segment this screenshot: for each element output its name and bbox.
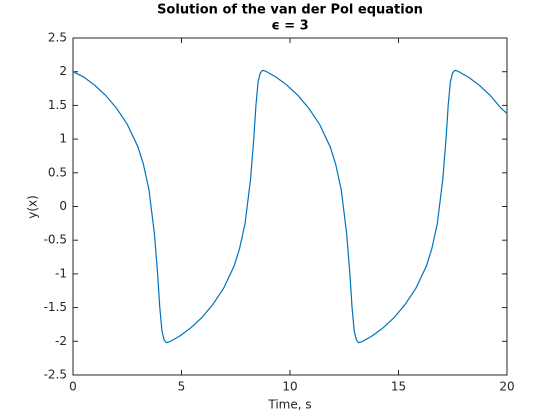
y-tick-label: 2.5	[48, 31, 67, 45]
y-tick-label: 1.5	[48, 98, 67, 112]
x-tick-label: 20	[499, 380, 514, 394]
y-tick-label: -0.5	[44, 233, 67, 247]
y-tick-label: 1	[59, 132, 67, 146]
x-axis-label: Time, s	[267, 398, 311, 412]
axes-box	[72, 37, 508, 376]
chart-subtitle: ϵ = 3	[271, 19, 308, 34]
y-tick-label: -1	[55, 266, 67, 280]
y-tick-label: -2	[55, 334, 67, 348]
y-tick-label: 2	[59, 64, 67, 78]
plot-area	[73, 38, 507, 375]
y-tick-label: 0.5	[48, 165, 67, 179]
x-tick-label: 10	[282, 380, 297, 394]
y-tick-label: -1.5	[44, 300, 67, 314]
chart-title: Solution of the van der Pol equation	[157, 3, 423, 18]
line	[72, 69, 508, 344]
y-tick-label: -2.5	[44, 368, 67, 382]
y-tick-label: 0	[59, 199, 67, 213]
y-axis-label: y(x)	[26, 195, 40, 219]
x-tick-label: 15	[391, 380, 406, 394]
x-tick-label: 0	[69, 380, 77, 394]
x-tick-label: 5	[178, 380, 186, 394]
